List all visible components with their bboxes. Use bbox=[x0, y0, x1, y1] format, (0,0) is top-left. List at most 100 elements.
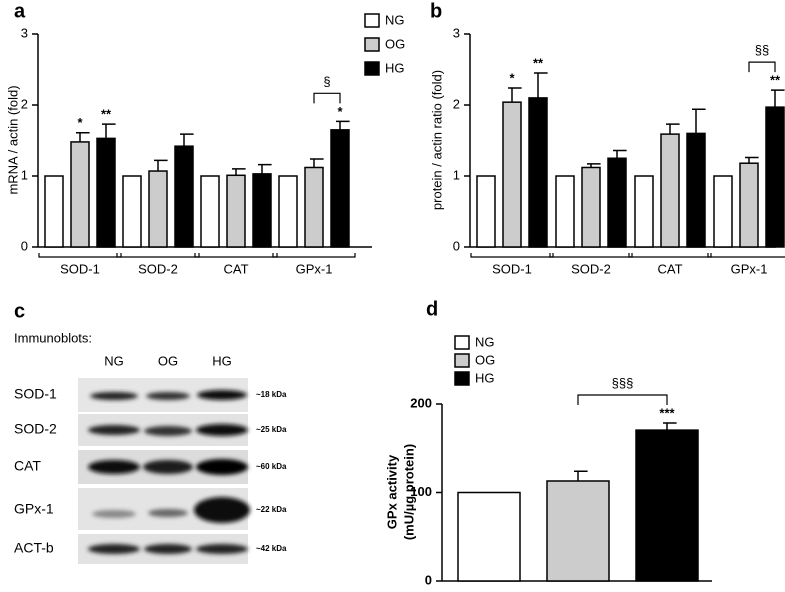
y-tick-label: 0 bbox=[453, 238, 460, 253]
category-bracket bbox=[628, 253, 712, 258]
y-tick-label: 1 bbox=[21, 167, 28, 182]
significance-mark: ** bbox=[533, 55, 544, 70]
row-label: SOD-2 bbox=[14, 421, 57, 437]
error-bar bbox=[258, 163, 272, 174]
bar bbox=[226, 174, 246, 248]
comparison-label: §§§ bbox=[612, 375, 634, 390]
significance-mark: * bbox=[509, 70, 515, 85]
bar bbox=[148, 170, 168, 248]
significance-mark: * bbox=[77, 115, 83, 130]
error-bar bbox=[771, 89, 785, 108]
bar bbox=[96, 137, 116, 248]
legend-swatch bbox=[364, 61, 380, 76]
y-axis-label: protein / actin ratio (fold) bbox=[429, 70, 444, 210]
row-label: ACT-b bbox=[14, 540, 54, 556]
legend-label: HG bbox=[475, 370, 495, 385]
bar bbox=[252, 173, 272, 248]
category-bracket bbox=[116, 253, 200, 258]
lane-label: NG bbox=[104, 353, 124, 368]
bar bbox=[528, 97, 548, 248]
bar bbox=[581, 166, 601, 248]
bar bbox=[174, 145, 194, 248]
x-tick-label: GPx-1 bbox=[296, 261, 333, 276]
category-bracket bbox=[194, 253, 278, 258]
comparison-label: §§ bbox=[755, 43, 769, 58]
size-label: ~25 kDa bbox=[256, 425, 287, 434]
legend-swatch bbox=[454, 353, 470, 368]
blot-images bbox=[78, 378, 250, 564]
legend-swatch bbox=[364, 37, 380, 52]
significance-mark: ** bbox=[770, 73, 781, 88]
bar bbox=[122, 175, 142, 248]
bar bbox=[44, 175, 64, 248]
significance-mark: *** bbox=[659, 405, 675, 420]
error-bar bbox=[574, 470, 588, 481]
x-tick-label: CAT bbox=[657, 261, 682, 276]
bar bbox=[330, 129, 350, 248]
panel-label: b bbox=[430, 0, 442, 22]
comparison-bracket bbox=[748, 61, 776, 73]
y-tick-label: 2 bbox=[453, 96, 460, 111]
category-bracket bbox=[272, 253, 356, 258]
y-tick-label: 2 bbox=[21, 96, 28, 111]
bar bbox=[686, 132, 706, 248]
category-bracket bbox=[707, 253, 785, 258]
legend-swatch bbox=[364, 13, 380, 28]
bar bbox=[200, 175, 220, 248]
error-bar bbox=[232, 168, 246, 176]
error-bar bbox=[508, 87, 522, 103]
bar bbox=[70, 141, 90, 248]
y-axis-label: (mU/µg protein) bbox=[401, 444, 416, 540]
legend-label: OG bbox=[475, 352, 495, 367]
x-tick-label: CAT bbox=[223, 261, 248, 276]
error-bar bbox=[336, 120, 350, 130]
legend-swatch bbox=[454, 335, 470, 350]
bar bbox=[546, 480, 610, 582]
bar bbox=[304, 166, 324, 248]
y-tick-label: 0 bbox=[425, 572, 432, 587]
legend-label: NG bbox=[385, 12, 405, 27]
lane-label: OG bbox=[158, 353, 178, 368]
bar bbox=[739, 162, 759, 248]
bar bbox=[457, 491, 521, 582]
x-tick-label: SOD-2 bbox=[138, 261, 178, 276]
size-label: ~60 kDa bbox=[256, 462, 287, 471]
row-label: CAT bbox=[14, 458, 41, 474]
y-tick-label: 3 bbox=[453, 25, 460, 40]
x-tick-label: SOD-1 bbox=[492, 261, 532, 276]
legend-label: OG bbox=[385, 36, 405, 51]
error-bar bbox=[534, 72, 548, 98]
category-bracket bbox=[470, 253, 554, 258]
y-tick-label: 0 bbox=[21, 238, 28, 253]
error-bar bbox=[76, 131, 90, 142]
blot-title: Immunoblots: bbox=[14, 330, 92, 345]
legend-label: HG bbox=[385, 60, 405, 75]
comparison-bracket bbox=[577, 394, 668, 406]
bar bbox=[765, 106, 785, 248]
bar bbox=[660, 133, 680, 248]
bar bbox=[555, 175, 575, 248]
y-tick-label: 100 bbox=[410, 484, 432, 499]
error-bar bbox=[587, 163, 601, 168]
size-label: ~22 kDa bbox=[256, 505, 287, 514]
comparison-label: § bbox=[323, 74, 330, 89]
y-tick-label: 200 bbox=[410, 395, 432, 410]
bar bbox=[634, 175, 654, 248]
error-bar bbox=[692, 108, 706, 134]
y-axis-label: GPx activity bbox=[384, 454, 399, 529]
legend-label: NG bbox=[475, 334, 495, 349]
error-bar bbox=[613, 149, 627, 159]
bar bbox=[635, 429, 699, 582]
significance-mark: * bbox=[337, 104, 343, 119]
y-axis-label: mRNA / actin (fold) bbox=[5, 85, 20, 194]
error-bar bbox=[745, 156, 759, 164]
comparison-bracket bbox=[313, 92, 341, 104]
error-bar bbox=[102, 123, 116, 139]
error-bar bbox=[310, 158, 324, 168]
x-tick-label: SOD-1 bbox=[60, 261, 100, 276]
bar bbox=[502, 101, 522, 248]
bar bbox=[607, 157, 627, 248]
error-bar bbox=[663, 422, 677, 431]
y-tick-label: 3 bbox=[21, 25, 28, 40]
